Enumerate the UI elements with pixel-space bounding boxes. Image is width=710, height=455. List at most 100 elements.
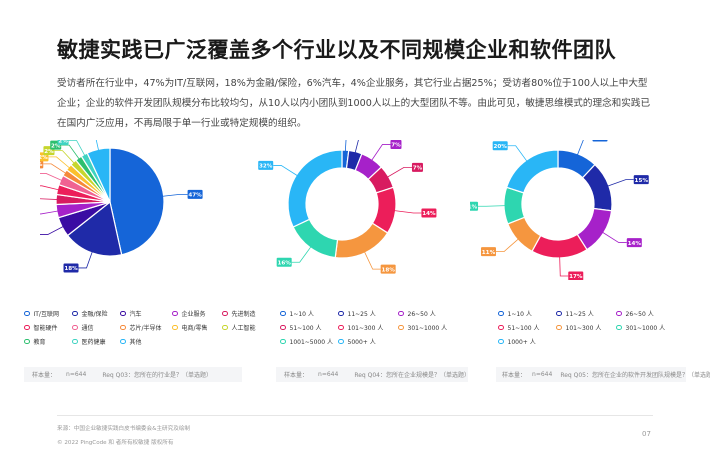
data-label: 14% xyxy=(422,211,436,217)
pie-slice xyxy=(292,218,339,259)
legend-item: 1~10 人 xyxy=(280,309,314,318)
meta-bar-team-size: 样本量： n=644 Req Q05：您所在企业的软件开发团队规模是？（单选题） xyxy=(496,367,710,382)
team-size-donut-chart: 12% 15% 14% 17% 11% 11% 20% xyxy=(470,140,649,280)
legend-swatch xyxy=(556,324,562,331)
data-label: 11% xyxy=(482,250,496,256)
data-label: 17% xyxy=(569,274,583,280)
data-label: 2% xyxy=(40,162,43,168)
data-label: 18% xyxy=(381,267,395,273)
data-label-bg xyxy=(276,257,292,267)
legend-swatch xyxy=(280,338,286,345)
legend-item: 101~300 人 xyxy=(338,323,383,332)
legend-label: 芯片/半导体 xyxy=(129,325,162,332)
legend-item: 金融/保险 xyxy=(72,309,108,318)
legend-label: 企业服务 xyxy=(181,311,206,318)
company-size-donut-chart: 2%4%7%7%14%18%16%32% xyxy=(258,140,437,274)
page-title: 敏捷实践已广泛覆盖多个行业以及不同规模企业和软件团队 xyxy=(57,38,616,62)
sample-label: 样本量： xyxy=(32,372,57,379)
data-label: 7% xyxy=(413,166,423,172)
company-size-legend: 1~10 人 11~25 人 26~50 人 51~100 人 101~300 人 301… xyxy=(280,309,480,349)
legend-swatch xyxy=(24,310,30,317)
legend-swatch xyxy=(24,324,30,331)
legend-swatch xyxy=(338,324,344,331)
pie-slice xyxy=(503,186,526,225)
legend-swatch xyxy=(498,338,504,345)
legend-swatch xyxy=(72,310,78,317)
data-label: 2% xyxy=(44,149,54,155)
legend-label: 教育 xyxy=(33,339,46,346)
data-label-bg xyxy=(421,208,437,218)
label-leader-line xyxy=(478,205,507,207)
label-leader-line xyxy=(43,163,67,175)
legend-item: 26~50 人 xyxy=(398,309,436,318)
label-leader-line xyxy=(291,245,312,263)
label-leader-line xyxy=(606,179,634,187)
legend-item: 智能硬件 xyxy=(24,323,58,332)
data-label: 7% xyxy=(391,143,401,149)
data-label-bg xyxy=(626,238,642,248)
legend-swatch xyxy=(498,324,504,331)
legend-swatch xyxy=(222,324,228,331)
legend-label: 金融/保险 xyxy=(81,311,108,318)
legend-item: 教育 xyxy=(24,337,46,346)
label-leader-line xyxy=(507,145,528,163)
label-leader-line xyxy=(363,250,381,270)
data-label: 16% xyxy=(277,260,291,266)
legend-swatch xyxy=(556,310,562,317)
pie-slice xyxy=(531,233,588,259)
team-size-legend: 1~10 人 11~25 人 26~50 人 51~100 人 101~300 人 301… xyxy=(498,309,698,349)
label-leader-line xyxy=(48,156,71,169)
legend-swatch xyxy=(172,310,178,317)
data-label-bg xyxy=(63,263,79,273)
legend-label: 301~1000 人 xyxy=(625,325,666,332)
legend-label: 5000+ 人 xyxy=(347,339,376,346)
legend-item: 通信 xyxy=(72,323,94,332)
label-leader-line xyxy=(273,165,299,177)
data-label-bg xyxy=(480,247,496,257)
copyright-note: © 2022 PingCode 和 者所有权敏捷 版权所有 xyxy=(57,440,174,446)
legend-label: 1~10 人 xyxy=(507,311,532,318)
legend-swatch xyxy=(120,324,126,331)
legend-swatch xyxy=(24,338,30,345)
legend-swatch xyxy=(120,338,126,345)
legend-swatch xyxy=(498,310,504,317)
legend-swatch xyxy=(616,324,622,331)
intro-paragraph: 受访者所在行业中，47%为IT/互联网，18%为金融/保险，6%汽车，4%企业服… xyxy=(57,78,651,129)
legend-swatch xyxy=(280,324,286,331)
legend-label: 智能硬件 xyxy=(33,325,58,332)
data-label: 14% xyxy=(628,241,642,247)
data-label-bg xyxy=(258,160,274,170)
legend-item: 51~100 人 xyxy=(498,323,540,332)
pie-slice xyxy=(505,149,559,194)
legend-label: 301~1000 人 xyxy=(407,325,448,332)
legend-item: 11~25 人 xyxy=(556,309,594,318)
data-label-bg xyxy=(390,140,402,149)
pie-slice xyxy=(334,222,389,259)
data-label: 32% xyxy=(259,164,273,170)
sample-size: n=644 xyxy=(532,371,553,378)
data-label-bg xyxy=(57,140,69,145)
data-label-bg xyxy=(633,175,649,185)
legend-swatch xyxy=(338,338,344,345)
data-label: 2% xyxy=(40,155,48,161)
data-label-bg xyxy=(411,162,423,172)
data-label-bg xyxy=(380,264,396,274)
legend-item: 301~1000 人 xyxy=(398,323,447,332)
label-leader-line xyxy=(386,166,412,178)
label-leader-line xyxy=(78,250,93,269)
meta-bar-industry: 样本量： n=644 Req Q03：您所在的行业是？（单选题） xyxy=(24,367,242,382)
legend-item: 101~300 人 xyxy=(556,323,601,332)
label-leader-line xyxy=(370,144,391,162)
legend-swatch xyxy=(222,310,228,317)
legend-item: 先进制造 xyxy=(222,309,256,318)
legend-item: 301~1000 人 xyxy=(616,323,665,332)
legend-label: 1001~5000 人 xyxy=(289,339,333,346)
data-label: 12% xyxy=(593,140,607,141)
legend-label: 26~50 人 xyxy=(625,311,654,318)
legend-swatch xyxy=(398,310,404,317)
legend-item: 51~100 人 xyxy=(280,323,322,332)
pie-slice xyxy=(287,149,343,228)
legend-label: 1~10 人 xyxy=(289,311,314,318)
question-text: Req Q05：您所在企业的软件开发团队规模是？（单选题） xyxy=(560,372,710,379)
legend-swatch xyxy=(398,324,404,331)
